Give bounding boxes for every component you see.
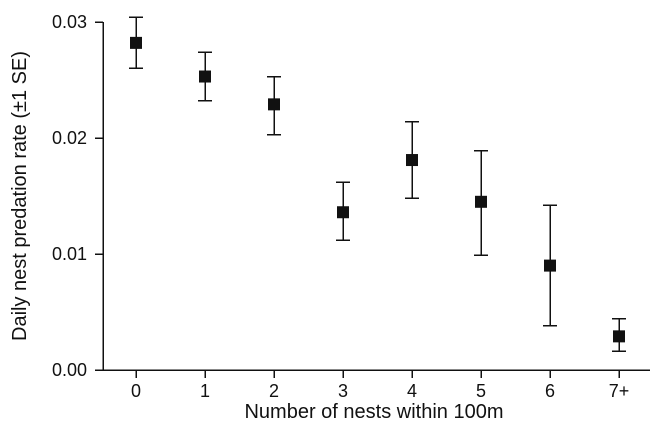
data-point [475,195,487,208]
x-tick-label: 6 [545,381,555,401]
series-layer [129,16,626,353]
data-point [130,36,142,49]
y-tick-label: 0.03 [52,12,87,32]
data-point [544,259,556,272]
y-tick-label: 0.01 [52,244,87,264]
axes-layer: 0.00 0.01 0.02 0.03 0 1 2 3 4 5 6 7+ [52,12,650,401]
data-point [613,330,625,343]
y-axis-title: Daily nest predation rate (±1 SE) [9,51,31,341]
x-tick-label: 5 [476,381,486,401]
x-axis-title: Number of nests within 100m [244,401,503,423]
x-tick-label: 4 [407,381,417,401]
x-tick-label: 1 [200,381,210,401]
y-tick-label: 0.00 [52,360,87,380]
x-tick-label: 2 [269,381,279,401]
x-tick-label: 3 [338,381,348,401]
x-tick-label: 7+ [609,381,630,401]
x-tick-label: 0 [131,381,141,401]
data-point [337,206,349,219]
y-tick-label: 0.02 [52,128,87,148]
data-point [268,98,280,111]
data-point [199,70,211,83]
data-point [406,154,418,167]
